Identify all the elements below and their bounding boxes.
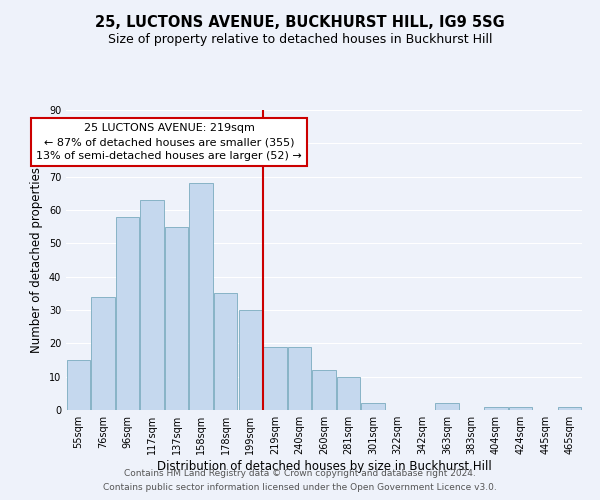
X-axis label: Distribution of detached houses by size in Buckhurst Hill: Distribution of detached houses by size …: [157, 460, 491, 473]
Text: 25 LUCTONS AVENUE: 219sqm
← 87% of detached houses are smaller (355)
13% of semi: 25 LUCTONS AVENUE: 219sqm ← 87% of detac…: [37, 124, 302, 162]
Bar: [435, 404, 458, 410]
Y-axis label: Number of detached properties: Number of detached properties: [30, 167, 43, 353]
Bar: [509, 406, 532, 410]
Text: Size of property relative to detached houses in Buckhurst Hill: Size of property relative to detached ho…: [108, 32, 492, 46]
Bar: [484, 406, 508, 410]
Text: Contains public sector information licensed under the Open Government Licence v3: Contains public sector information licen…: [103, 484, 497, 492]
Bar: [91, 296, 115, 410]
Bar: [558, 406, 581, 410]
Bar: [116, 216, 139, 410]
Text: 25, LUCTONS AVENUE, BUCKHURST HILL, IG9 5SG: 25, LUCTONS AVENUE, BUCKHURST HILL, IG9 …: [95, 15, 505, 30]
Bar: [288, 346, 311, 410]
Bar: [140, 200, 164, 410]
Bar: [337, 376, 360, 410]
Bar: [239, 310, 262, 410]
Bar: [361, 404, 385, 410]
Bar: [313, 370, 335, 410]
Bar: [263, 346, 287, 410]
Bar: [165, 226, 188, 410]
Bar: [190, 184, 213, 410]
Bar: [214, 294, 238, 410]
Bar: [67, 360, 90, 410]
Text: Contains HM Land Registry data © Crown copyright and database right 2024.: Contains HM Land Registry data © Crown c…: [124, 468, 476, 477]
